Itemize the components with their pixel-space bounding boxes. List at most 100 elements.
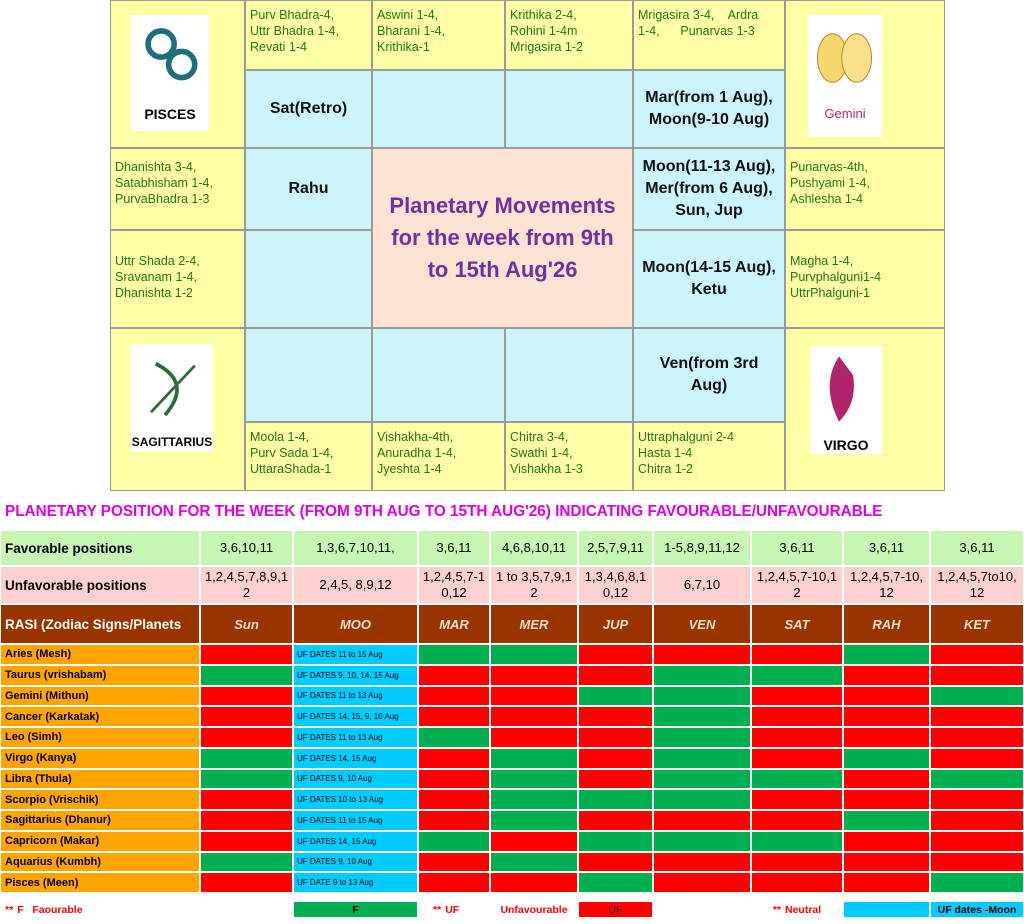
row-label: Favorable positions [0, 530, 200, 566]
legend-swatch: F [293, 901, 418, 918]
row-label: Unfavorable positions [0, 566, 200, 604]
position-cell: 1,2,4,5,7-10,12 [418, 566, 490, 604]
status-cell [751, 810, 843, 831]
rasi-name: Taurus (vrishabam) [0, 664, 200, 686]
status-cell [653, 872, 751, 893]
status-cell [578, 830, 653, 852]
sign-label: VIRGO [823, 437, 869, 453]
status-cell [843, 644, 930, 665]
moon-dates: UF DATES 11 to 13 Aug [293, 727, 418, 748]
status-cell [751, 830, 843, 852]
nakshatra-line: Chitra 1-2 [638, 462, 693, 476]
position-cell: 3,6,11 [751, 530, 843, 566]
status-cell [843, 747, 930, 769]
nakshatra-line: Magha 1-4, [790, 254, 854, 268]
nakshatra-line: Bharani 1-4, [377, 24, 446, 38]
status-cell [578, 851, 653, 873]
status-cell [418, 664, 490, 686]
nakshatra-line: Uttr Shada 2-4, [115, 254, 200, 268]
sign-cell: SAGITTARIUS [110, 328, 245, 491]
house-cell [372, 70, 505, 148]
status-cell [653, 830, 751, 852]
moon-dates: UF DATES 9, 10, 14, 15 Aug [293, 664, 418, 686]
sign-cell: Gemini [785, 0, 945, 148]
status-cell [578, 644, 653, 665]
moon-dates: UF DATES 9, 10 Aug [293, 851, 418, 873]
nakshatra-cell: Uttraphalguni 2-4 Hasta 1-4 Chitra 1-2 [633, 422, 785, 491]
sign-cell: PISCES [110, 0, 245, 148]
status-cell [200, 644, 293, 665]
house-cell [245, 230, 372, 328]
status-cell [653, 768, 751, 790]
status-cell [930, 768, 1024, 790]
status-cell [200, 810, 293, 831]
status-cell [930, 685, 1024, 707]
moon-dates: UF DATE 9 to 13 Aug [293, 872, 418, 893]
status-cell [490, 830, 578, 852]
status-cell [578, 810, 653, 831]
position-cell: 1,2,4,5,7,8,9,12 [200, 566, 293, 604]
header-planet: MAR [418, 604, 490, 644]
nakshatra-cell: Krithika 2-4, Rohini 1-4m Mrigasira 1-2 [505, 0, 633, 70]
status-cell [490, 706, 578, 727]
status-cell [751, 706, 843, 727]
rasi-name: Scorpio (Vrischik) [0, 789, 200, 810]
status-cell [578, 789, 653, 810]
nakshatra-line: Purv Bhadra-4, [250, 8, 335, 22]
nakshatra-line: UttrPhalguni-1 [790, 286, 870, 300]
nakshatra-cell: Dhanishta 3-4, Satabhisham 1-4, PurvaBhadr… [110, 148, 245, 230]
rasi-name: Pisces (Meen) [0, 872, 200, 893]
status-cell [490, 789, 578, 810]
status-cell [578, 872, 653, 893]
status-cell [418, 789, 490, 810]
nakshatra-line: Revati 1-4 [250, 40, 307, 54]
nakshatra-cell: Moola 1-4, Purv Sada 1-4, UttaraShada-1 [245, 422, 372, 491]
rasi-name: Gemini (Mithun) [0, 685, 200, 707]
header-planet: RAH [843, 604, 930, 644]
legend-marker: ** [772, 903, 781, 916]
status-cell [751, 872, 843, 893]
status-cell [578, 747, 653, 769]
status-cell [418, 644, 490, 665]
nakshatra-line: Pushyami 1-4, [790, 176, 870, 190]
status-cell [200, 727, 293, 748]
status-cell [490, 872, 578, 893]
status-cell [418, 747, 490, 769]
nakshatra-line: Dhanishta 1-2 [115, 286, 193, 300]
nakshatra-line: Uttraphalguni 2-4 [638, 430, 734, 444]
status-cell [653, 851, 751, 873]
rasi-name: Cancer (Karkatak) [0, 706, 200, 727]
nakshatra-line: Krithika-1 [377, 40, 430, 54]
moon-dates: UF DATES 14, 15, 9, 10 Aug [293, 706, 418, 727]
sign-label: Gemini [824, 106, 866, 121]
status-cell [490, 810, 578, 831]
status-cell [578, 768, 653, 790]
nakshatra-cell: Punarvas-4th, Pushyami 1-4, Ashlesha 1-4 [785, 148, 945, 230]
nakshatra-cell: Vishakha-4th, Anuradha 1-4, Jyeshta 1-4 [372, 422, 505, 491]
position-cell: 2,5,7,9,11 [578, 530, 653, 566]
nakshatra-line: Hasta 1-4 [638, 446, 693, 460]
status-cell [843, 727, 930, 748]
status-cell [930, 644, 1024, 665]
house-cell [505, 328, 633, 422]
header-planet: JUP [578, 604, 653, 644]
rasi-name: Aries (Mesh) [0, 644, 200, 665]
position-cell: 1,2,4,5,7to10,12 [930, 566, 1024, 604]
status-cell [578, 706, 653, 727]
status-cell [843, 706, 930, 727]
sign-image: Gemini [808, 15, 882, 137]
nakshatra-line: Krithika 2-4, [510, 8, 577, 22]
nakshatra-cell: Magha 1-4, Purvphalguni1-4 UttrPhalguni-1 [785, 230, 945, 328]
status-cell [843, 664, 930, 686]
sign-icon [817, 33, 873, 83]
position-cell: 1 to 3,5,7,9,12 [490, 566, 578, 604]
status-cell [653, 685, 751, 707]
status-cell [418, 685, 490, 707]
position-cell: 1,2,4,5,7-10,12 [751, 566, 843, 604]
header-planet: SAT [751, 604, 843, 644]
nakshatra-line: Swathi 1-4, [510, 446, 573, 460]
status-cell [843, 789, 930, 810]
nakshatra-cell: Purv Bhadra-4, Uttr Bhadra 1-4, Revati 1-4 [245, 0, 372, 70]
rasi-name: Aquarius (Kumbh) [0, 851, 200, 873]
status-cell [200, 664, 293, 686]
